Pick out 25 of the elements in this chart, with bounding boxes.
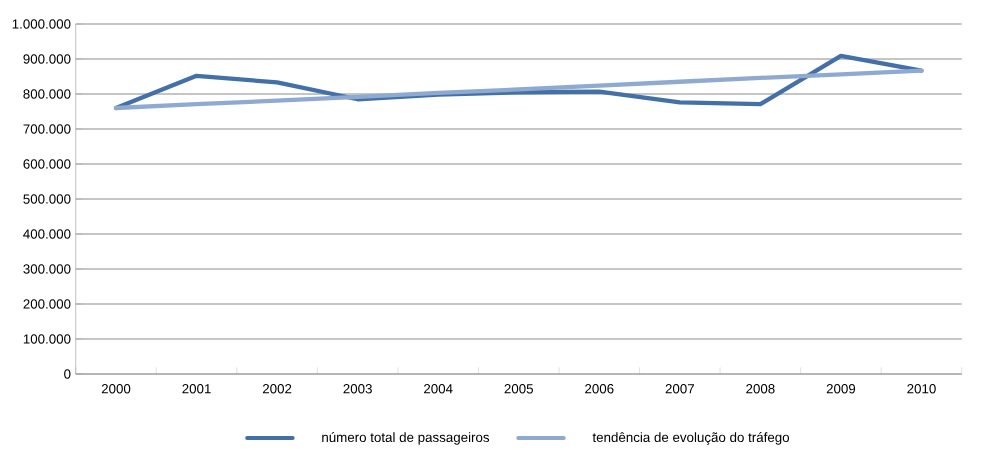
x-tick-label: 2008 bbox=[746, 384, 775, 394]
x-tick-label: 2010 bbox=[907, 384, 936, 394]
y-tick-label: 600.000 bbox=[23, 159, 71, 169]
x-tick-label: 2003 bbox=[343, 384, 372, 394]
y-tick-label: 400.000 bbox=[23, 229, 71, 239]
legend-label: número total de passageiros bbox=[322, 432, 490, 445]
x-tick-label: 2002 bbox=[262, 384, 292, 394]
y-tick-label: 100.000 bbox=[23, 334, 71, 344]
y-tick-label: 1.000.000 bbox=[12, 19, 71, 29]
y-tick-label: 900.000 bbox=[23, 54, 71, 64]
x-tick-label: 2006 bbox=[585, 384, 614, 394]
x-tick-label: 2004 bbox=[424, 384, 453, 394]
y-tick-label: 300.000 bbox=[23, 264, 71, 274]
legend-label: tendência de evolução do tráfego bbox=[592, 432, 790, 445]
line-series bbox=[113, 68, 924, 111]
y-tick-label: 0 bbox=[64, 369, 71, 379]
y-tick-label: 500.000 bbox=[23, 194, 71, 204]
x-tick-label: 2007 bbox=[665, 384, 694, 394]
y-tick-label: 200.000 bbox=[23, 299, 71, 309]
x-tick-label: 2000 bbox=[101, 384, 131, 394]
y-tick-label: 700.000 bbox=[23, 124, 71, 134]
y-tick-label: 800.000 bbox=[23, 89, 71, 99]
x-tick-label: 2005 bbox=[504, 384, 533, 394]
x-tick-label: 2009 bbox=[826, 384, 856, 394]
x-tick-label: 2001 bbox=[182, 384, 211, 394]
